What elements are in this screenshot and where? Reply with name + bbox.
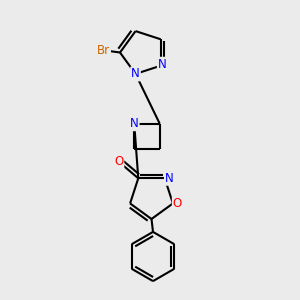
Text: N: N (165, 172, 174, 185)
Text: N: N (131, 68, 140, 80)
Text: N: N (158, 58, 167, 71)
Text: O: O (114, 155, 123, 168)
Text: Br: Br (97, 44, 110, 58)
Text: N: N (130, 117, 139, 130)
Text: O: O (173, 197, 182, 210)
